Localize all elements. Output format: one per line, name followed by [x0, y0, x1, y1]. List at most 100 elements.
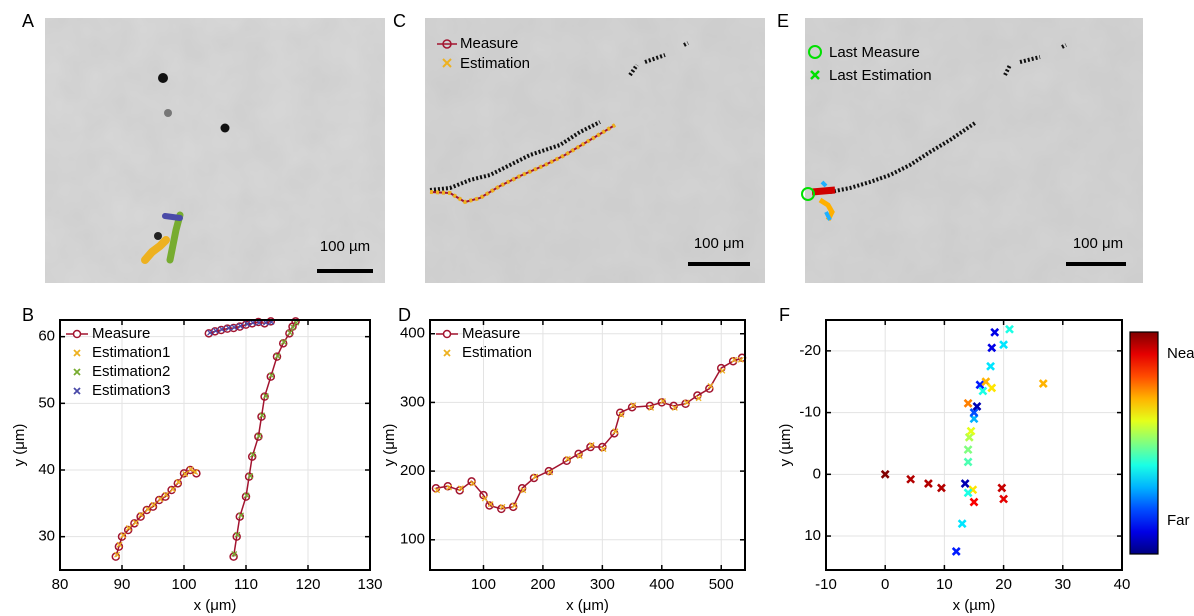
- marker: [443, 481, 453, 491]
- marker: [234, 531, 241, 538]
- x-axis-label: x (μm): [566, 597, 609, 614]
- marker: [117, 532, 127, 541]
- marker: [150, 501, 157, 508]
- marker: [254, 432, 263, 441]
- y-axis-label: y (µm): [777, 424, 794, 467]
- marker: [547, 469, 554, 476]
- marker: [256, 433, 262, 439]
- scale-bar-label: 100 μm: [694, 235, 744, 252]
- legend-label: Last Measure: [829, 44, 920, 61]
- marker: [231, 324, 238, 331]
- legend-marker: [443, 349, 451, 357]
- marker: [960, 479, 970, 488]
- legend-label: Estimation3: [92, 382, 170, 399]
- marker: [142, 505, 152, 515]
- marker: [999, 340, 1009, 350]
- marker: [520, 487, 527, 494]
- scale-bar-label: 100 µm: [320, 238, 370, 255]
- marker: [978, 386, 988, 396]
- marker: [707, 382, 714, 389]
- marker: [138, 511, 145, 518]
- marker: [969, 497, 979, 507]
- marker: [618, 411, 625, 418]
- marker: [600, 446, 607, 453]
- marker: [987, 343, 997, 353]
- marker: [963, 445, 973, 455]
- marker: [963, 457, 973, 467]
- marker: [434, 487, 441, 494]
- marker: [683, 399, 690, 406]
- marker: [130, 519, 139, 528]
- marker: [951, 547, 961, 556]
- marker: [719, 367, 726, 374]
- x-tick-label: 110: [234, 576, 258, 593]
- marker: [192, 469, 201, 478]
- panel-label: B: [22, 305, 34, 325]
- plot-area: [826, 320, 1122, 570]
- marker: [588, 442, 595, 448]
- marker: [116, 541, 123, 548]
- marker: [508, 502, 518, 512]
- x-tick-label: 400: [649, 576, 674, 593]
- marker: [192, 469, 199, 475]
- legend-label: Estimation2: [92, 363, 170, 380]
- marker: [1038, 379, 1048, 388]
- y-tick-label: -10: [799, 404, 821, 421]
- marker: [532, 473, 539, 480]
- marker: [256, 319, 262, 326]
- marker: [272, 352, 282, 361]
- y-tick-label: 50: [38, 394, 55, 411]
- x-axis-label: x (µm): [953, 597, 996, 614]
- marker: [695, 395, 702, 402]
- marker: [157, 496, 164, 503]
- marker: [963, 398, 973, 408]
- marker: [487, 501, 494, 508]
- marker: [241, 492, 251, 501]
- marker: [238, 512, 244, 519]
- x-tick-label: 80: [52, 576, 69, 593]
- marker: [957, 519, 967, 529]
- marker: [154, 495, 164, 505]
- marker: [966, 426, 976, 436]
- legend-marker: [73, 387, 81, 395]
- y-tick-label: 300: [400, 393, 425, 410]
- marker: [972, 402, 982, 411]
- marker: [262, 393, 269, 399]
- marker: [485, 501, 494, 510]
- marker: [132, 519, 139, 526]
- marker: [218, 326, 225, 333]
- legend-label: Estimation: [462, 344, 532, 361]
- marker: [648, 404, 655, 411]
- marker: [986, 361, 995, 371]
- legend-label: Estimation: [460, 55, 530, 72]
- marker: [479, 490, 488, 500]
- marker: [249, 451, 256, 458]
- marker: [564, 455, 571, 462]
- y-axis-label: y (μm): [381, 424, 398, 467]
- x-tick-label: 30: [1054, 576, 1071, 593]
- colorbar: [1129, 331, 1159, 555]
- marker: [990, 327, 1000, 337]
- marker: [244, 321, 251, 327]
- marker: [268, 372, 275, 379]
- legend-marker: [442, 329, 452, 339]
- y-tick-label: 10: [804, 527, 821, 544]
- x-tick-label: 0: [881, 576, 889, 593]
- marker: [285, 329, 294, 338]
- marker: [481, 495, 488, 502]
- marker: [937, 483, 946, 493]
- marker: [446, 484, 452, 491]
- legend-marker: [73, 368, 81, 376]
- marker: [243, 492, 250, 499]
- marker: [499, 503, 506, 510]
- panel-label: A: [22, 11, 34, 31]
- marker: [244, 472, 254, 481]
- image-c: Measure Estimation 100 μm: [425, 18, 765, 283]
- image-e: Last Measure Last Estimation 100 μm: [801, 18, 1143, 283]
- marker: [999, 494, 1009, 504]
- x-tick-label: 200: [530, 576, 555, 593]
- x-tick-label: 120: [295, 576, 320, 593]
- marker: [259, 412, 266, 419]
- x-tick-label: 20: [995, 576, 1012, 593]
